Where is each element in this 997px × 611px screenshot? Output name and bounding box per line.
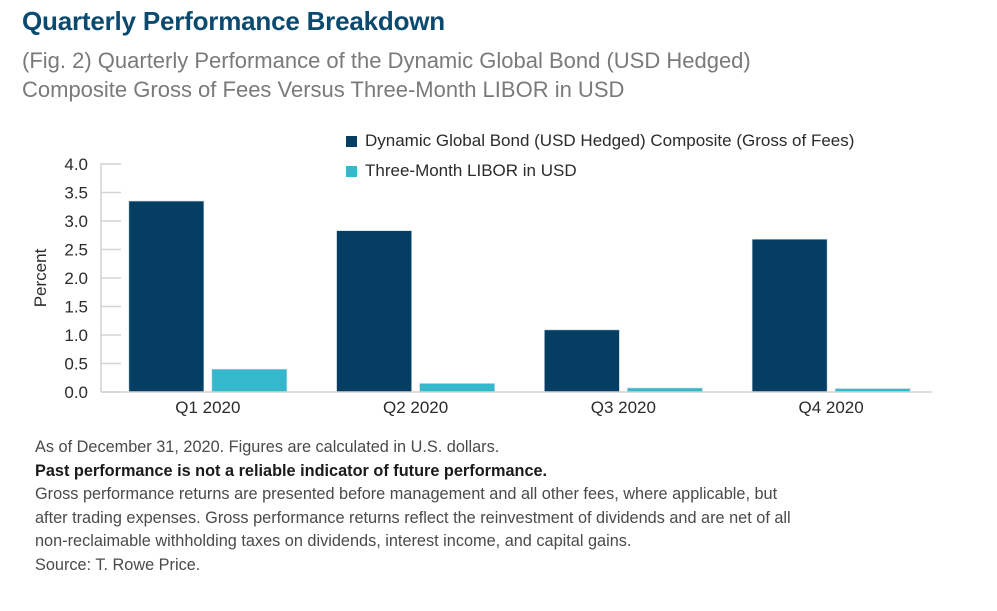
- bar-libor-q1-2020: [211, 368, 288, 393]
- chart-title: Quarterly Performance Breakdown: [22, 6, 445, 36]
- disclaimer: Past performance is not a reliable indic…: [35, 461, 548, 480]
- gross-note-line: after trading expenses. Gross performanc…: [35, 508, 791, 527]
- legend-label-composite: Dynamic Global Bond (USD Hedged) Composi…: [365, 131, 855, 150]
- x-tick-label: Q2 2020: [383, 398, 448, 417]
- legend-item-composite: Dynamic Global Bond (USD Hedged) Composi…: [346, 127, 854, 155]
- subtitle-line: Composite Gross of Fees Versus Three-Mon…: [22, 77, 625, 102]
- x-tick-label: Q3 2020: [591, 398, 656, 417]
- chart-subtitle: (Fig. 2) Quarterly Performance of the Dy…: [22, 46, 922, 104]
- y-tick-label: 4.0: [64, 155, 88, 174]
- legend-swatch-libor: [346, 165, 357, 177]
- bars: [128, 200, 911, 393]
- y-tick-label: 3.5: [64, 184, 88, 203]
- legend-item-libor: Three-Month LIBOR in USD: [346, 157, 854, 185]
- bar-composite-q1-2020: [128, 200, 205, 393]
- y-tick-label: 1.0: [64, 326, 88, 345]
- subtitle-line: (Fig. 2) Quarterly Performance of the Dy…: [22, 48, 751, 73]
- legend-label-libor: Three-Month LIBOR in USD: [365, 161, 577, 180]
- y-tick-label: 3.0: [64, 212, 88, 231]
- bar-composite-q2-2020: [336, 230, 412, 393]
- legend-swatch-composite: [346, 135, 357, 147]
- gross-note-line: Gross performance returns are presented …: [35, 485, 778, 503]
- y-axis-label: Percent: [31, 248, 50, 307]
- chart-notes: As of December 31, 2020. Figures are cal…: [35, 436, 975, 577]
- x-tick-label: Q4 2020: [799, 398, 864, 417]
- y-tick-label: 0.0: [64, 383, 88, 402]
- x-axis: Q1 2020 Q2 2020 Q3 2020 Q4 2020: [101, 391, 932, 417]
- bar-composite-q3-2020: [544, 329, 620, 393]
- x-tick-label: Q1 2020: [175, 398, 240, 417]
- as-of-note: As of December 31, 2020. Figures are cal…: [35, 438, 500, 456]
- bar-libor-q2-2020: [419, 383, 495, 393]
- legend: Dynamic Global Bond (USD Hedged) Composi…: [346, 127, 854, 187]
- y-tick-label: 1.5: [64, 298, 88, 317]
- y-tick-label: 0.5: [64, 355, 88, 374]
- bar-composite-q4-2020: [751, 238, 828, 393]
- bar-chart: 0.0 0.5 1.0 1.5 2.0 2.5 3.0 3.5 4.0 Q1 2020 Q2 20…: [31, 155, 932, 417]
- y-tick-label: 2.5: [64, 241, 88, 260]
- source-note: Source: T. Rowe Price.: [35, 555, 201, 574]
- y-tick-label: 2.0: [64, 269, 88, 288]
- y-axis: 0.0 0.5 1.0 1.5 2.0 2.5 3.0 3.5 4.0: [64, 155, 121, 402]
- gross-note-line: non-reclaimable withholding taxes on div…: [35, 532, 632, 550]
